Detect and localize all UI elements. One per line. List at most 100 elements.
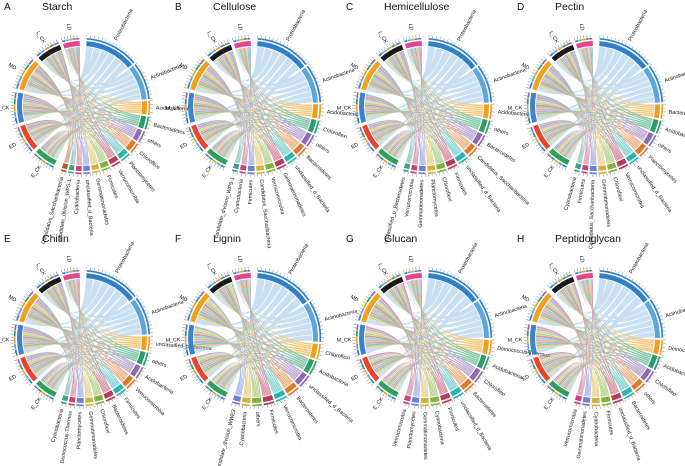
group-arc-e-ck: [36, 380, 57, 397]
axis-tick: [621, 40, 624, 44]
axis-tick: [316, 310, 319, 312]
chord-ribbon: [26, 120, 74, 165]
group-outer-band: [13, 98, 16, 105]
axis-tick: [293, 393, 295, 396]
taxon-arc: [482, 339, 489, 355]
axis-tick: [47, 275, 49, 279]
axis-tick: [359, 368, 363, 370]
taxon-arc: [273, 389, 286, 400]
taxon-arc: [445, 158, 456, 167]
axis-tick: [287, 397, 289, 400]
axis-tick: [306, 62, 310, 64]
axis-tick: [366, 378, 370, 381]
group-arc-m-ck: [188, 92, 196, 123]
group-outer-band: [208, 156, 213, 161]
chord-ribbon: [370, 311, 474, 372]
taxon-outer-arc: [126, 379, 136, 389]
axis-tick: [402, 269, 405, 273]
taxon-outer-arc: [648, 134, 657, 147]
group-arc-m-ck: [17, 324, 25, 355]
group-arc-md: [532, 60, 552, 91]
taxon-arc: [403, 163, 411, 170]
axis-tick: [465, 391, 468, 395]
taxon-arc: [430, 396, 440, 403]
axis-tick: [15, 362, 19, 365]
axis-tick: [36, 50, 39, 54]
axis-tick: [619, 401, 621, 405]
group-outer-band: [185, 117, 189, 124]
axis-tick: [529, 78, 532, 80]
axis-tick: [130, 154, 133, 157]
chord-ribbon: [562, 128, 636, 156]
group-outer-band: [395, 42, 401, 46]
axis-tick: [183, 352, 187, 354]
group-outer-band: [557, 46, 563, 51]
panel-title: Pectin: [555, 1, 584, 13]
axis-tick: [317, 128, 321, 130]
axis-tick: [550, 391, 553, 395]
taxon-outer-arc: [287, 387, 300, 397]
taxon-arc: [411, 396, 420, 403]
taxon-outer-arc: [589, 172, 597, 175]
axis-tick: [356, 127, 360, 129]
taxon-arc: [232, 163, 240, 170]
axis-tick: [553, 393, 556, 397]
axis-tick: [638, 282, 641, 286]
taxon-arc: [311, 104, 318, 119]
axis-tick: [532, 139, 536, 141]
chord-ribbon: [194, 85, 311, 120]
axis-tick: [475, 291, 478, 294]
axis-tick: [40, 161, 43, 165]
axis-tick: [580, 267, 582, 271]
chord-ribbon: [388, 131, 447, 162]
axis-tick: [185, 313, 189, 315]
group-label: E_CK: [372, 164, 385, 179]
chord-ribbon: [389, 130, 456, 157]
axis-tick: [191, 69, 195, 72]
axis-tick: [199, 383, 203, 386]
axis-tick: [299, 285, 302, 288]
taxon-outer-arc: [144, 116, 150, 130]
taxon-outer-arc: [477, 65, 493, 103]
axis-tick: [216, 165, 219, 168]
group-outer-band: [14, 349, 18, 356]
axis-tick: [235, 268, 237, 272]
group-label: L_CK: [376, 30, 388, 45]
axis-tick: [184, 84, 188, 86]
axis-tick: [440, 404, 442, 407]
panel-letter: D: [517, 2, 524, 13]
group-outer-band: [185, 349, 189, 356]
axis-tick: [364, 298, 367, 301]
group-outer-band: [34, 385, 39, 390]
chord-ribbon: [541, 80, 647, 137]
axis-tick: [120, 162, 123, 165]
group-outer-band: [382, 281, 388, 286]
group-label: M_CK: [508, 337, 523, 343]
taxon-arc: [75, 165, 82, 171]
axis-tick: [543, 288, 546, 291]
group-outer-band: [534, 69, 539, 77]
taxon-outer-arc: [306, 65, 322, 103]
taxon-arc: [469, 367, 481, 381]
axis-tick: [537, 146, 541, 149]
axis-tick: [650, 378, 653, 380]
taxon-label: Cyanobacteria: [592, 412, 598, 446]
taxon-label: Chloroflexi: [611, 177, 623, 203]
axis-tick: [130, 385, 133, 388]
axis-tick: [545, 155, 549, 159]
axis-tick: [579, 404, 581, 408]
axis-tick: [309, 297, 312, 300]
group-outer-band: [239, 38, 244, 41]
taxon-outer-arc: [135, 297, 151, 335]
axis-tick: [357, 130, 361, 133]
taxon-outer-arc: [60, 401, 67, 405]
axis-tick: [485, 73, 488, 76]
axis-tick: [36, 282, 39, 286]
axis-tick: [314, 306, 317, 309]
group-outer-band: [212, 159, 217, 164]
axis-tick: [55, 271, 58, 275]
chord-ribbon: [370, 80, 476, 137]
chord-ribbon: [555, 280, 615, 314]
taxon-arc: [610, 392, 622, 401]
group-outer-band: [65, 271, 69, 274]
